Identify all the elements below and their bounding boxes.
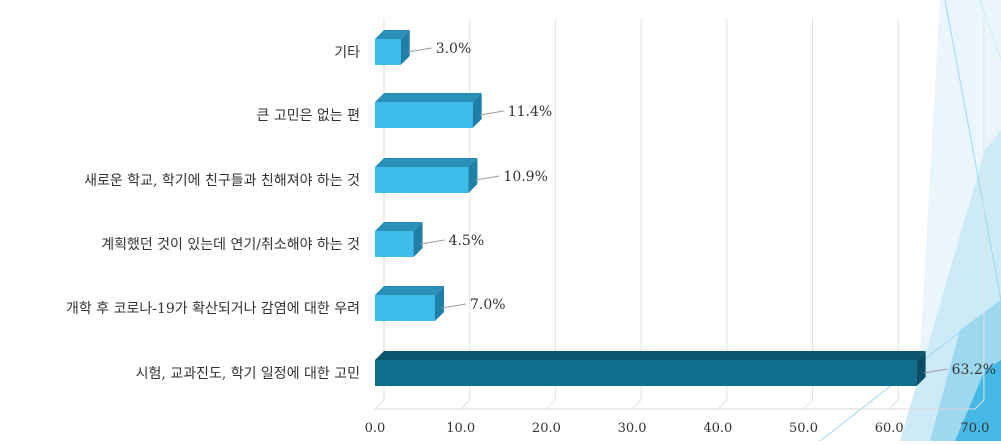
category-label: 기타 [334,45,360,61]
bar [375,30,410,65]
leader-line [479,110,504,116]
bar-front [375,231,414,257]
leader-line [923,368,948,374]
category-label: 새로운 학교, 학기에 친구들과 친해져야 하는 것 [84,173,360,189]
gridlines [374,18,985,410]
category-label: 큰 고민은 없는 편 [256,108,360,124]
bar-side [468,158,478,193]
bar [375,222,423,257]
bar [375,351,926,386]
value-labels: 3.0% 11.4% 10.9% 4.5% 7.0% 63.2% [407,41,996,378]
bar-side [472,93,482,128]
gridline-floor [803,399,813,410]
bar-top [375,158,478,167]
bar-front [375,295,435,321]
bar-front [375,39,401,65]
value-label: 3.0% [436,41,472,57]
gridline-floor [974,399,985,410]
gridline-floor [460,399,471,410]
x-tick-label: 10.0 [446,421,475,436]
x-tick-label: 30.0 [618,421,647,436]
leader-line [420,239,445,245]
leader-line [441,303,467,309]
category-label: 계획했던 것이 있는데 연기/취소해야 하는 것 [101,237,360,253]
bar-top [375,93,482,102]
x-tick-label: 0.0 [365,421,386,436]
leader-line [407,47,432,53]
category-label: 개학 후 코로나-19가 확산되거나 감염에 대한 우려 [66,301,360,317]
bar-side [916,351,926,386]
bar-side [413,222,423,257]
value-label: 10.9% [503,169,547,185]
value-label: 63.2% [952,362,996,378]
bar-front [375,102,473,128]
gridline-floor [888,399,899,410]
x-axis-ticks: 0.0 10.0 20.0 30.0 40.0 50.0 60.0 70.0 [365,421,990,436]
bar-top [375,286,444,295]
bar-side [434,286,444,321]
bar-top [375,30,410,39]
category-label: 시험, 교과진도, 학기 일정에 대한 고민 [136,366,360,382]
value-label: 4.5% [449,233,485,249]
gridline-floor [546,399,556,410]
bar-side [400,30,410,65]
x-tick-label: 50.0 [789,421,818,436]
leader-line [475,175,500,181]
x-tick-label: 20.0 [532,421,561,436]
bars [375,30,926,386]
value-label: 7.0% [470,297,506,313]
bar-front [375,360,917,386]
x-tick-label: 40.0 [703,421,732,436]
gridline-floor [374,399,385,410]
bar-front [375,167,469,193]
bar-top [375,222,423,231]
gridline-floor [631,399,642,410]
bar [375,158,478,193]
value-label: 11.4% [508,104,552,120]
bar-top [375,351,926,360]
bar [375,93,482,128]
bar [375,286,444,321]
gridline-floor [717,399,728,410]
x-tick-label: 70.0 [960,421,989,436]
x-tick-label: 60.0 [875,421,904,436]
